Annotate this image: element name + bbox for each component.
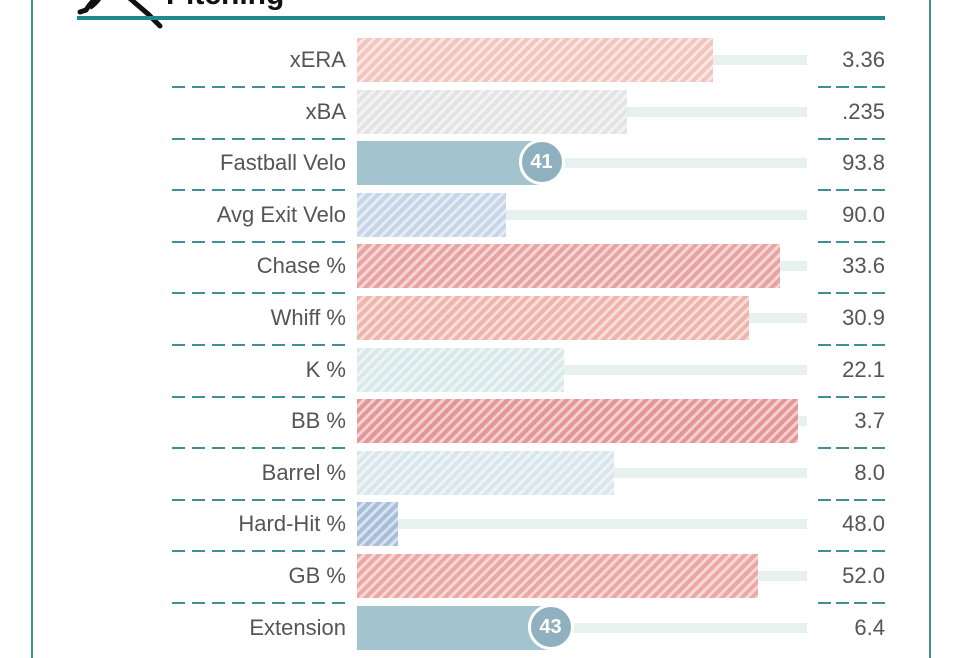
metric-label: Barrel % [261,459,346,485]
row-divider [172,292,346,295]
percentile-bar [357,399,798,444]
metric-label: Avg Exit Velo [216,201,346,227]
row-divider [172,344,346,346]
percentile-bar [357,89,627,134]
percentile-badge: 43 [527,603,574,650]
row-divider [818,240,885,243]
metric-value: 8.0 [854,459,885,485]
metric-row[interactable]: xERA 3.36 [0,34,959,86]
metric-row[interactable]: Chase % 33.6 [0,240,959,292]
percentile-bar [357,38,713,82]
percentile-bar [357,347,564,392]
metric-value: 6.4 [854,614,885,640]
metric-value: 3.36 [842,47,885,72]
metric-value: 52.0 [842,563,885,588]
metric-row[interactable]: Barrel % 8.0 [0,447,959,499]
row-divider [172,395,346,398]
metric-row[interactable]: Hard-Hit % 48.0 [0,498,959,550]
metric-label: BB % [290,408,346,434]
metric-row[interactable]: Avg Exit Velo 90.0 [0,189,959,241]
percentile-track [357,158,807,169]
percentile-bar [357,192,506,237]
metric-label: GB % [288,563,346,588]
metric-value: .235 [842,98,885,124]
row-divider [818,292,885,295]
pitcher-silhouette-icon [77,0,163,29]
metric-value: 30.9 [842,305,885,330]
metric-value: 22.1 [842,356,885,382]
row-divider [818,86,885,88]
metric-row[interactable]: Whiff % 30.9 [0,292,959,344]
metric-row[interactable]: Fastball Velo 41 93.8 [0,137,959,189]
metric-label: Whiff % [270,305,346,330]
metric-value: 48.0 [842,511,885,537]
title-rule [77,16,885,20]
row-divider [172,240,346,243]
metric-value: 3.7 [854,408,885,434]
percentile-bar [357,296,749,340]
percentile-bar [357,502,398,547]
metric-label: Extension [249,614,346,640]
row-divider [818,498,885,501]
metric-row[interactable]: xBA .235 [0,86,959,138]
percentile-bar [357,141,542,186]
metric-label: xERA [289,47,346,72]
metric-label: Fastball Velo [220,150,346,176]
metric-label: K % [305,356,346,382]
percentile-badge: 41 [518,139,565,186]
row-divider [172,447,346,450]
metric-row[interactable]: BB % 3.7 [0,395,959,447]
row-divider [172,498,346,501]
percentile-track [357,209,807,220]
percentile-track [357,622,807,633]
metric-label: xBA [305,98,346,124]
section-title: Pitching [166,0,284,12]
metric-label: Hard-Hit % [238,511,346,537]
row-divider [818,395,885,398]
metric-row[interactable]: Extension 43 6.4 [0,602,959,654]
metric-label: Chase % [256,253,346,279]
percentile-track [357,519,807,530]
row-divider [172,189,346,192]
row-divider [818,189,885,192]
percentile-bar [357,244,780,289]
metric-value: 93.8 [842,150,885,176]
metric-row[interactable]: K % 22.1 [0,344,959,396]
percentile-bar [357,450,614,495]
row-divider [818,447,885,450]
metric-value: 33.6 [842,253,885,279]
percentile-track [357,364,807,375]
row-divider [172,602,346,604]
row-divider [818,550,885,553]
row-divider [818,602,885,604]
metric-row[interactable]: GB % 52.0 [0,550,959,602]
metric-value: 90.0 [842,201,885,227]
row-divider [172,550,346,553]
row-divider [172,137,346,140]
row-divider [172,86,346,88]
row-divider [818,344,885,346]
percentile-bar [357,605,551,650]
card-frame [31,0,931,658]
percentile-bar [357,554,758,598]
row-divider [818,137,885,140]
